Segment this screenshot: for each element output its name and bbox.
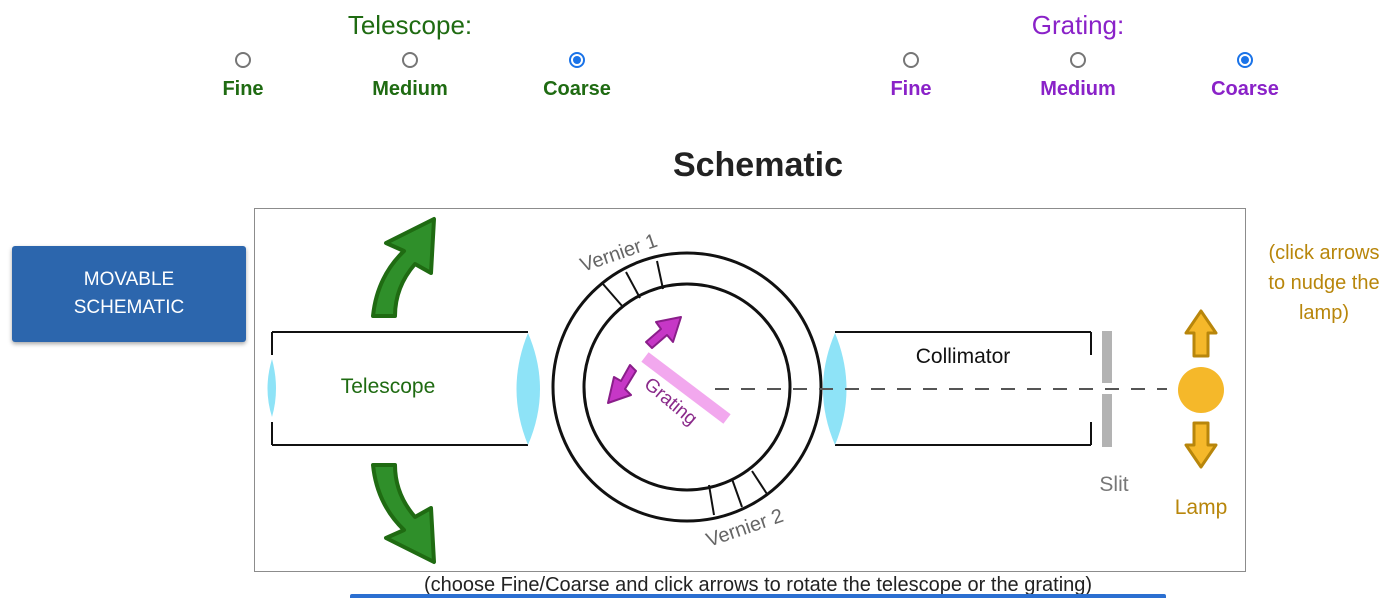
instruction-footer: (choose Fine/Coarse and click arrows to … [423,574,1093,596]
grating-rotate-ccw-arrow[interactable] [645,316,682,349]
telescope-group-title: Telescope: [347,10,473,40]
telescope-label: Telescope [341,375,436,398]
schematic-drawing: Telescope Vernier 1 Vernier 2 Grating [267,217,1228,564]
collimator-lens [823,333,847,445]
telescope-fine-radio[interactable] [235,52,251,68]
slit-lower-jaw [1102,394,1112,447]
telescope-medium-option[interactable]: Medium [355,52,465,101]
slit-label: Slit [1099,473,1128,496]
vernier1-scale [602,260,664,308]
lamp-label: Lamp [1175,496,1228,519]
grating-coarse-label[interactable]: Coarse [1211,78,1279,100]
grating-fine-label[interactable]: Fine [890,78,932,100]
telescope-medium-label[interactable]: Medium [372,78,448,100]
schematic-panel: Telescope Vernier 1 Vernier 2 Grating [254,208,1246,572]
movable-schematic-label: MOVABLE SCHEMATIC [73,269,185,318]
lamp-down-arrow[interactable] [1184,421,1218,469]
vernier-outer-ring [551,251,823,523]
telescope-rotate-up-arrow[interactable] [371,217,436,318]
telescope-eyepiece-lens [267,359,276,417]
telescope-fine-label[interactable]: Fine [222,78,264,100]
grating-fine-radio[interactable] [903,52,919,68]
grating-element [641,352,731,424]
grating-coarse-option[interactable]: Coarse [1190,52,1300,101]
telescope-tube [271,331,528,446]
lamp-up-arrow[interactable] [1184,309,1218,358]
telescope-medium-radio[interactable] [402,52,418,68]
slit-upper-jaw [1102,331,1112,383]
telescope-rotate-down-arrow[interactable] [371,463,436,564]
lamp [1178,367,1224,413]
collimator-tube [835,331,1092,446]
lamp-hint-text: (click arrows to nudge the lamp) [1268,242,1380,324]
vernier1-label: Vernier 1 [577,230,660,277]
grating-rotate-cw-arrow[interactable] [607,364,637,404]
grating-medium-label[interactable]: Medium [1040,78,1116,100]
grating-medium-radio[interactable] [1070,52,1086,68]
telescope-coarse-radio[interactable] [569,52,585,68]
telescope-coarse-label[interactable]: Coarse [543,78,611,100]
grating-table-ring [582,282,792,492]
grating-group-title: Grating: [1031,10,1125,40]
vernier2-scale [708,470,768,516]
grating-medium-option[interactable]: Medium [1023,52,1133,101]
collimator-label: Collimator [916,345,1011,368]
vernier2-label: Vernier 2 [703,505,786,552]
grating-fine-option[interactable]: Fine [856,52,966,101]
grating-coarse-radio[interactable] [1237,52,1253,68]
movable-schematic-button[interactable]: MOVABLE SCHEMATIC [12,246,246,342]
footer-bar [350,594,1166,598]
telescope-objective-lens [516,333,540,445]
telescope-coarse-option[interactable]: Coarse [522,52,632,101]
schematic-title: Schematic [672,146,844,184]
telescope-fine-option[interactable]: Fine [188,52,298,101]
